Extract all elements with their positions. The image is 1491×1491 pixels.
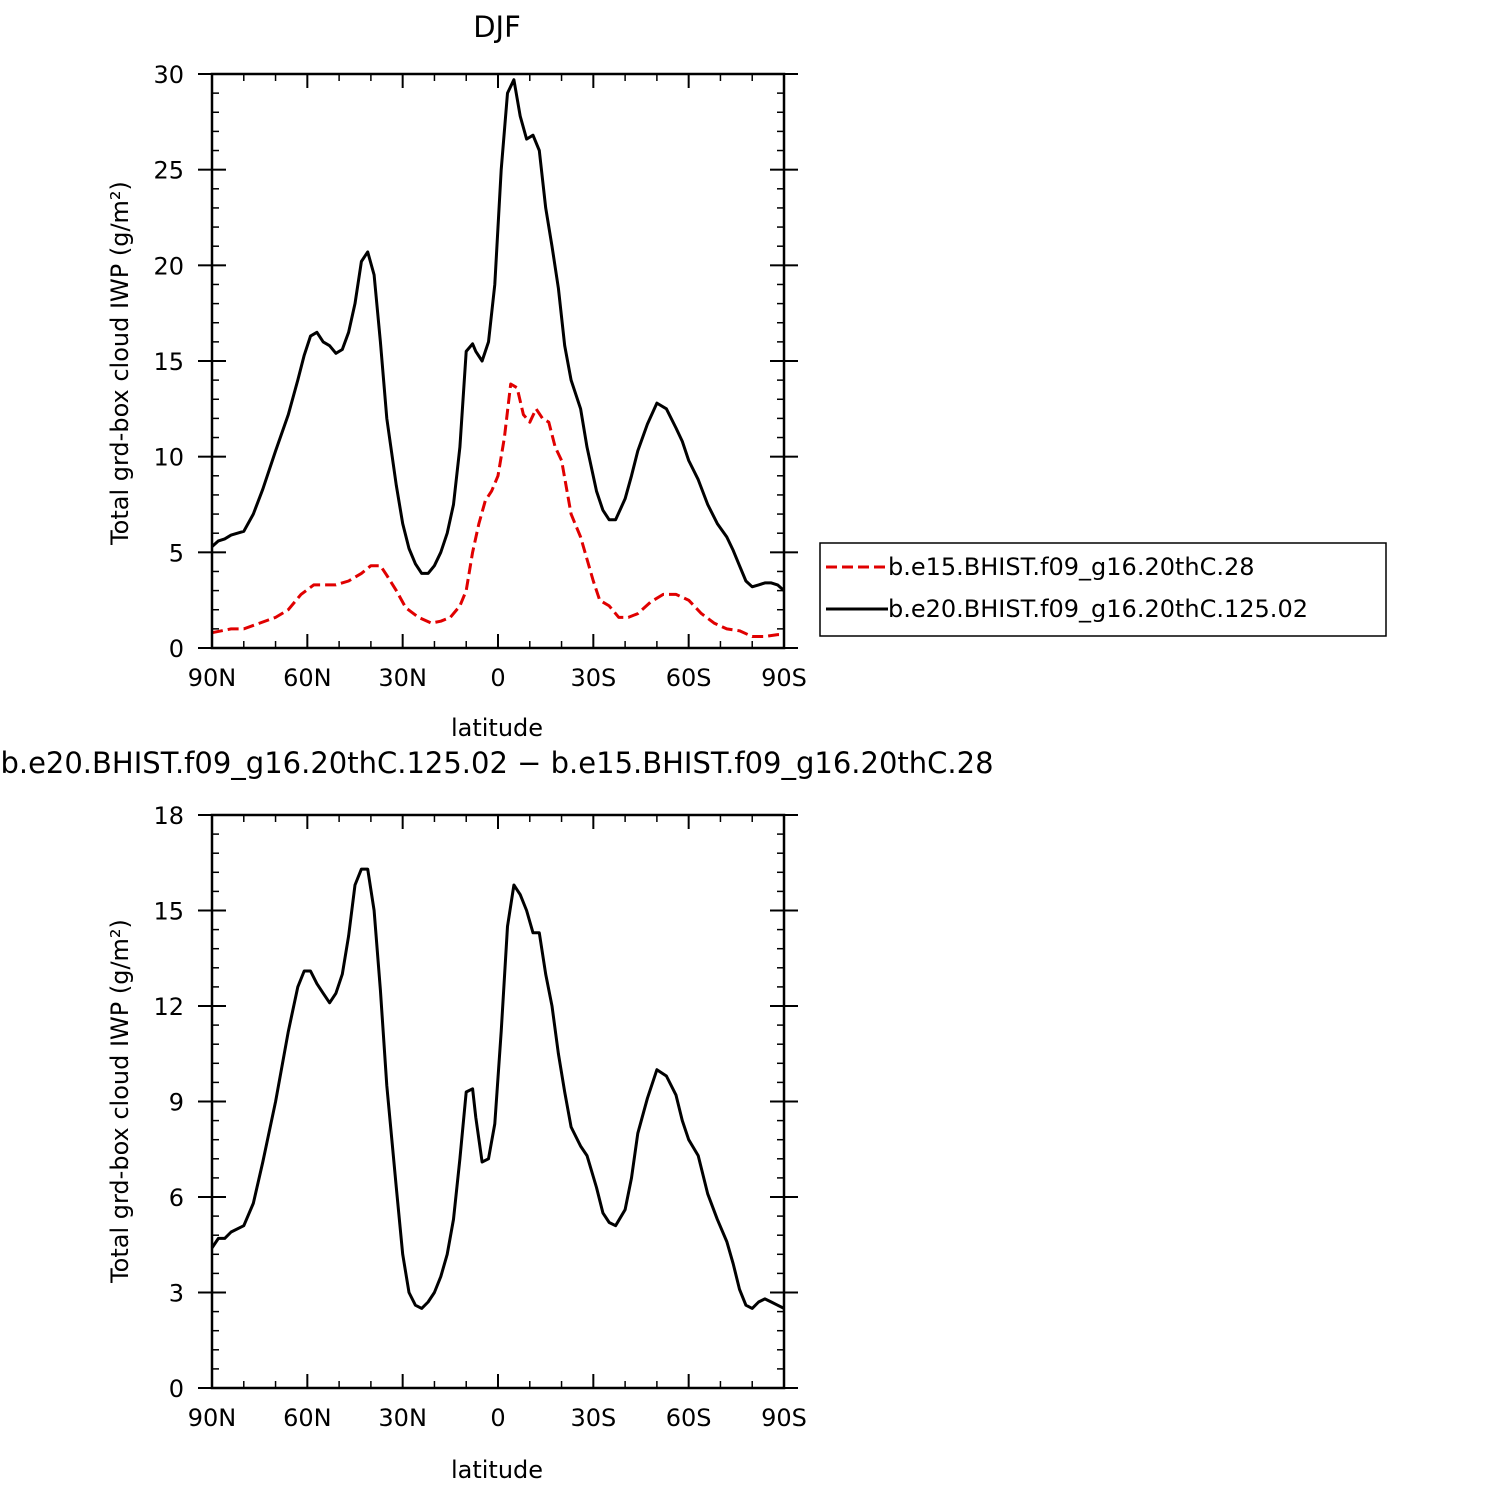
x-tick-label: 60S [666,664,712,692]
chart-panel-bottom: b.e20.BHIST.f09_g16.20thC.125.02 − b.e15… [0,746,993,1484]
chart-title-top: DJF [473,10,521,44]
x-tick-label: 60S [666,1404,712,1432]
chart-panel-top: DJF Total grd-box cloud IWP (g/m²) latit… [106,10,807,742]
y-tick-label: 30 [153,61,184,89]
x-tick-label: 90N [188,664,237,692]
x-axis-label-bottom: latitude [451,1456,543,1484]
x-tick-label: 30S [570,1404,616,1432]
y-tick-label: 10 [153,444,184,472]
x-tick-label: 0 [490,1404,505,1432]
y-tick-label: 0 [169,1375,184,1403]
y-tick-label: 25 [153,157,184,185]
y-tick-label: 9 [169,1089,184,1117]
y-tick-label: 20 [153,252,184,280]
y-axis-label-bottom: Total grd-box cloud IWP (g/m²) [106,919,134,1284]
y-tick-label: 6 [169,1184,184,1212]
series-layer-top [211,78,785,638]
chart-title-bottom: b.e20.BHIST.f09_g16.20thC.125.02 − b.e15… [0,746,993,780]
y-tick-label: 18 [153,802,184,830]
y-tick-label: 0 [169,635,184,663]
x-tick-label: 90N [188,1404,237,1432]
tick-layer-bottom: 90N 60N 30N 0 30S 60S 90S 0 3 6 9 12 15 18 [153,802,806,1432]
y-tick-label: 5 [169,539,184,567]
legend-box [819,542,1387,637]
plot-frame-bottom [210,813,786,1390]
x-tick-label: 60N [283,1404,332,1432]
series-line-top-2 [211,78,785,592]
series-layer-bottom [210,867,785,1310]
x-tick-label: 30N [378,1404,427,1432]
x-tick-label: 0 [490,664,505,692]
x-tick-label: 30S [570,664,616,692]
y-tick-label: 15 [153,898,184,926]
x-tick-label: 90S [761,1404,807,1432]
y-tick-label: 12 [153,993,184,1021]
legend-label-series-2: b.e20.BHIST.f09_g16.20thC.125.02 [888,595,1308,623]
series-line-bottom-1 [210,867,785,1310]
legend-label-series-1: b.e15.BHIST.f09_g16.20thC.28 [888,553,1255,581]
y-tick-label: 3 [169,1280,184,1308]
plot-frame-top [210,72,786,650]
x-tick-label: 60N [283,664,332,692]
x-tick-label: 30N [378,664,427,692]
y-tick-label: 15 [153,348,184,376]
x-tick-label: 90S [761,664,807,692]
tick-layer-top: 90N 60N 30N 0 30S 60S 90S 0 5 10 15 20 25 30 [153,61,806,692]
legend: b.e15.BHIST.f09_g16.20thC.28 b.e20.BHIST… [819,542,1387,637]
y-axis-label-top: Total grd-box cloud IWP (g/m²) [106,181,134,546]
x-axis-label-top: latitude [451,714,543,742]
series-line-top-1 [211,382,784,638]
